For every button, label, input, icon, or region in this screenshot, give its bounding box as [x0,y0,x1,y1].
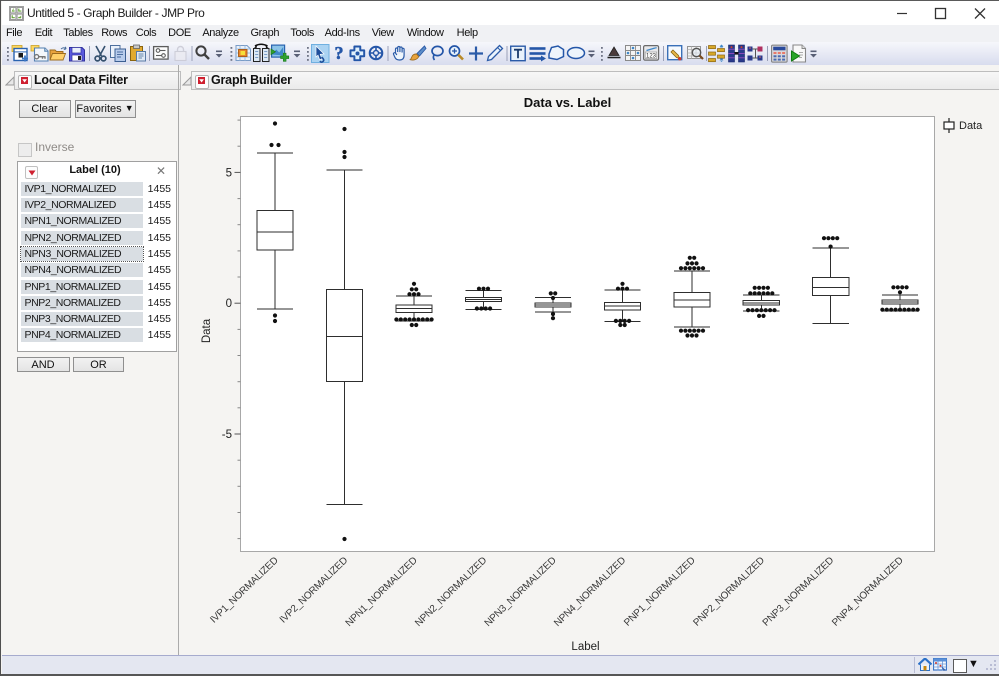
svg-text:123: 123 [646,54,657,60]
svg-text:?: ? [335,43,344,63]
